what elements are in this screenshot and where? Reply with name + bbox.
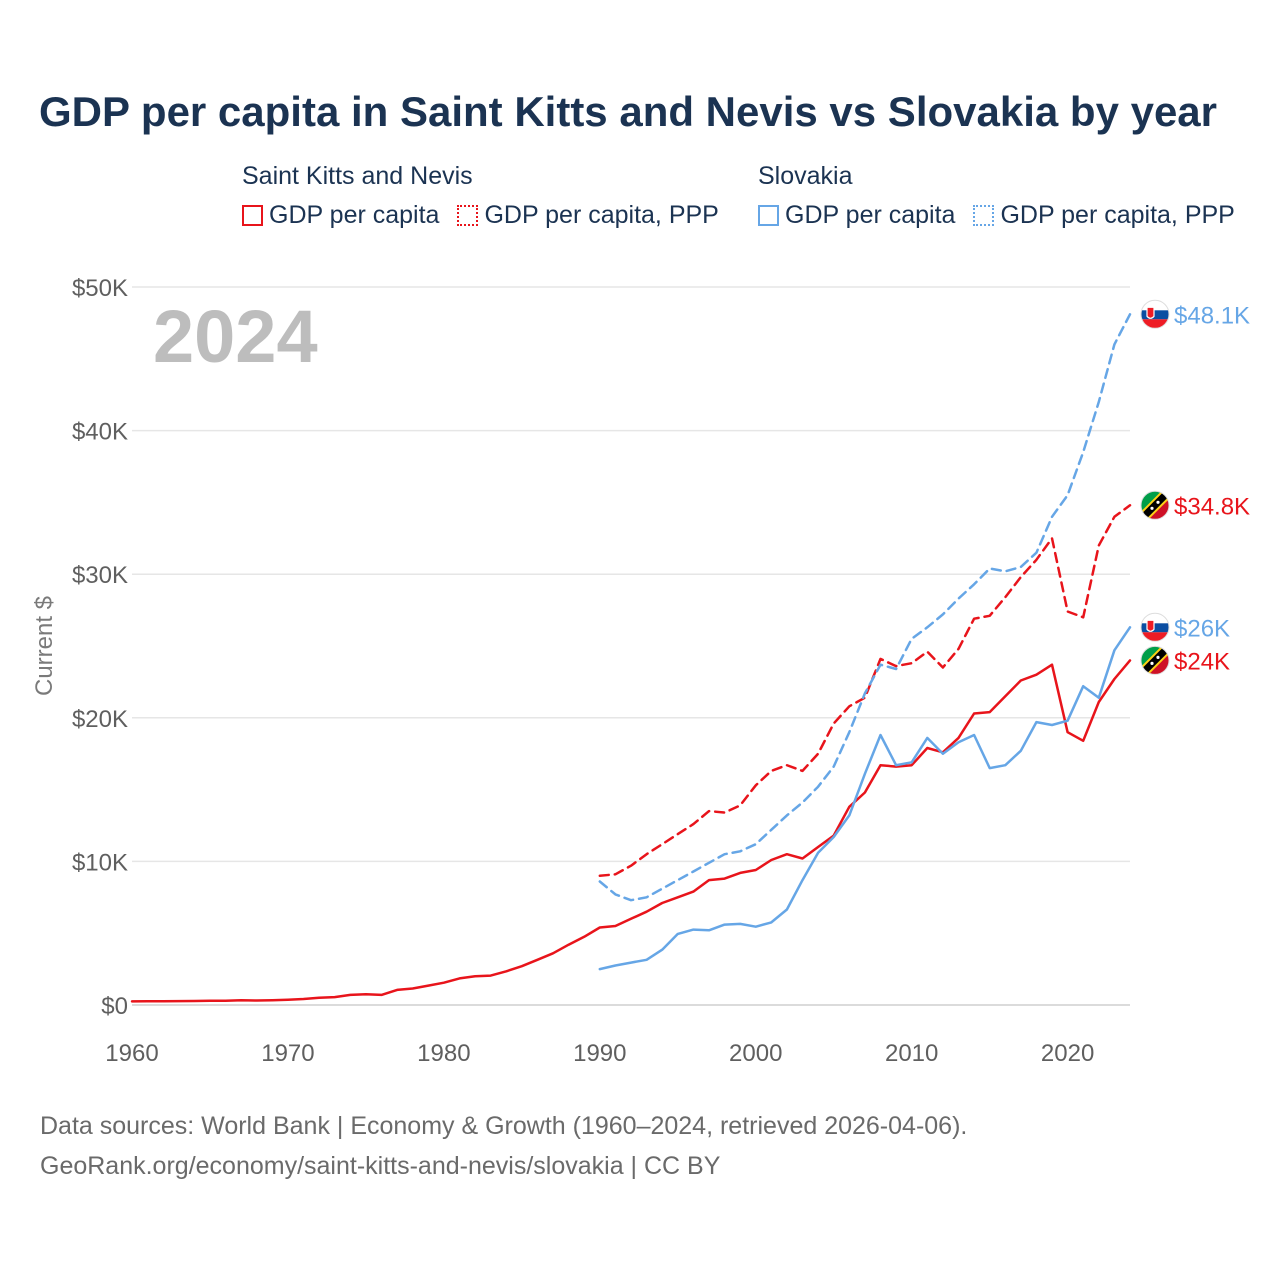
legend-swatch-dotted	[973, 205, 995, 226]
saint-kitts-flag-icon	[1140, 490, 1170, 520]
slovakia-flag-icon	[1140, 612, 1170, 642]
legend-group-name: Saint Kitts and Nevis	[242, 162, 473, 190]
legend-swatch-solid	[758, 205, 779, 226]
end-value-label: $48.1K	[1174, 302, 1250, 329]
y-axis-title: Current $	[31, 596, 58, 696]
legend-item-skn-gdp[interactable]: GDP per capita	[242, 201, 439, 230]
x-tick-label: 1960	[105, 1040, 158, 1067]
series-line-2	[598, 626, 1132, 971]
y-tick-label: $50K	[72, 275, 128, 302]
line-chart: 2024 Current $ $0 $10K $20K $30K $40K $50K 196…	[31, 275, 1250, 1067]
legend-label: GDP per capita	[269, 201, 440, 229]
legend-group-saint-kitts: Saint Kitts and Nevis GDP per capita GDP…	[242, 162, 737, 230]
chart-title: GDP per capita in Saint Kitts and Nevis …	[38, 88, 1218, 135]
end-value-label: $34.8K	[1174, 493, 1250, 520]
footer-sources: Data sources: World Bank | Economy & Gro…	[40, 1112, 968, 1140]
end-value-label: $26K	[1174, 615, 1230, 642]
y-tick-label: $0	[101, 993, 128, 1020]
end-labels-layer: $24K $34.8K $26K $48.1K	[1140, 299, 1250, 675]
legend-item-svk-ppp[interactable]: GDP per capita, PPP	[973, 201, 1235, 230]
x-tick-label: 2000	[729, 1040, 782, 1067]
series-line-0	[130, 659, 1132, 1003]
legend-label: GDP per capita	[785, 201, 956, 229]
x-tick-label: 1970	[261, 1040, 314, 1067]
axis-layer: $0 $10K $20K $30K $40K $50K 1960 1970 1980 1990 20…	[72, 275, 1094, 1067]
x-tick-label: 1980	[417, 1040, 470, 1067]
legend-item-svk-gdp[interactable]: GDP per capita	[758, 201, 955, 230]
footer-link[interactable]: GeoRank.org/economy/saint-kitts-and-nevi…	[40, 1152, 721, 1180]
grid-layer	[132, 286, 1130, 1006]
saint-kitts-flag-icon	[1140, 645, 1170, 675]
legend-item-skn-ppp[interactable]: GDP per capita, PPP	[457, 201, 719, 230]
year-watermark: 2024	[153, 295, 318, 378]
end-value-label: $24K	[1174, 648, 1230, 675]
legend-swatch-dotted	[457, 205, 479, 226]
y-tick-label: $40K	[72, 419, 128, 446]
x-tick-label: 1990	[573, 1040, 626, 1067]
legend-group-slovakia: Slovakia GDP per capita GDP per capita, …	[758, 162, 1235, 230]
series-line-1	[598, 504, 1132, 878]
x-tick-label: 2020	[1041, 1040, 1094, 1067]
legend-label: GDP per capita, PPP	[1000, 201, 1235, 229]
slovakia-flag-icon	[1140, 299, 1170, 329]
legend-label: GDP per capita, PPP	[484, 201, 719, 229]
y-tick-label: $20K	[72, 706, 128, 733]
footer: Data sources: World Bank | Economy & Gro…	[40, 1106, 967, 1186]
y-tick-label: $30K	[72, 562, 128, 589]
series-layer	[130, 313, 1132, 1003]
x-tick-label: 2010	[885, 1040, 938, 1067]
legend-swatch-solid	[242, 205, 263, 226]
y-tick-label: $10K	[72, 849, 128, 876]
legend-group-name: Slovakia	[758, 162, 853, 190]
series-line-3	[598, 313, 1132, 902]
